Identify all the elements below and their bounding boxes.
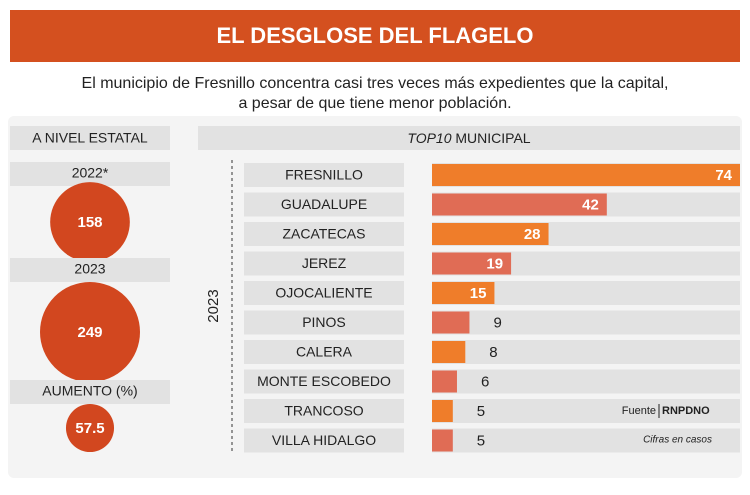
category-label: PINOS xyxy=(302,314,346,330)
bar-track xyxy=(432,428,740,453)
bar xyxy=(432,429,453,452)
category-box xyxy=(244,163,404,187)
circle xyxy=(40,282,140,382)
title: MUNICIPAL xyxy=(455,130,530,146)
value-label: 42 xyxy=(582,196,599,213)
circle xyxy=(65,403,115,453)
header-band xyxy=(10,10,740,62)
value-label: 74 xyxy=(715,167,732,184)
value-label: 28 xyxy=(524,226,541,243)
bar-track xyxy=(432,369,740,394)
subtitle: El municipio de Fresnillo concentra casi… xyxy=(82,75,669,92)
category-box xyxy=(244,340,404,364)
category-label: JEREZ xyxy=(302,255,347,271)
value-label: 5 xyxy=(477,432,485,449)
category-label: FRESNILLO xyxy=(285,167,363,183)
bar xyxy=(432,223,549,245)
bar xyxy=(432,341,466,363)
category-box xyxy=(244,369,404,394)
bar xyxy=(432,282,495,304)
category-label: GUADALUPE xyxy=(281,196,367,212)
bar xyxy=(432,311,470,334)
category-box xyxy=(244,192,404,217)
label-box xyxy=(10,162,170,186)
label: AUMENTO (%) xyxy=(42,383,137,399)
source-label: Fuente xyxy=(622,405,656,417)
category-label: VILLA HIDALGO xyxy=(272,432,376,448)
circle xyxy=(50,182,130,262)
subtitle: a pesar de que tiene menor población. xyxy=(238,95,511,112)
section-title: A NIVEL ESTATAL xyxy=(32,130,148,146)
bar-track xyxy=(432,340,740,364)
note: Cifras en casos xyxy=(643,435,712,446)
bar-track xyxy=(432,399,740,423)
category-box xyxy=(244,281,404,305)
bar xyxy=(432,370,457,393)
category-box xyxy=(244,399,404,423)
bar xyxy=(432,193,607,216)
source: RNPDNO xyxy=(662,405,710,417)
label: 2023 xyxy=(74,261,105,277)
category-label: OJOCALIENTE xyxy=(275,285,372,301)
value-label: 8 xyxy=(489,344,497,361)
category-box xyxy=(244,251,404,276)
value-label: 15 xyxy=(470,285,487,302)
bar xyxy=(432,252,512,275)
header-title: EL DESGLOSE DEL FLAGELO xyxy=(216,23,533,48)
value-label: 19 xyxy=(486,255,503,272)
circle-value: 57.5 xyxy=(75,420,104,437)
bar xyxy=(432,164,740,186)
category-box xyxy=(244,428,404,453)
bar xyxy=(432,400,453,422)
category-label: CALERA xyxy=(296,344,353,360)
title-italic: TOP10 xyxy=(407,130,451,146)
category-box xyxy=(244,222,404,246)
year-label: 2023 xyxy=(205,289,222,322)
value-label: 9 xyxy=(493,314,501,331)
circle-value: 158 xyxy=(77,214,102,231)
value-label: 6 xyxy=(481,373,489,390)
section-title: TOP10 MUNICIPAL xyxy=(407,130,530,146)
label-box xyxy=(10,258,170,282)
label-box xyxy=(10,380,170,404)
circle-value: 249 xyxy=(77,324,102,341)
category-label: MONTE ESCOBEDO xyxy=(257,373,391,389)
value-label: 5 xyxy=(477,403,485,420)
section-header xyxy=(10,126,170,150)
category-label: TRANCOSO xyxy=(284,403,363,419)
section-header xyxy=(198,126,740,150)
category-box xyxy=(244,310,404,335)
category-label: ZACATECAS xyxy=(283,226,366,242)
label: 2022* xyxy=(72,165,109,181)
bar-track xyxy=(432,310,740,335)
